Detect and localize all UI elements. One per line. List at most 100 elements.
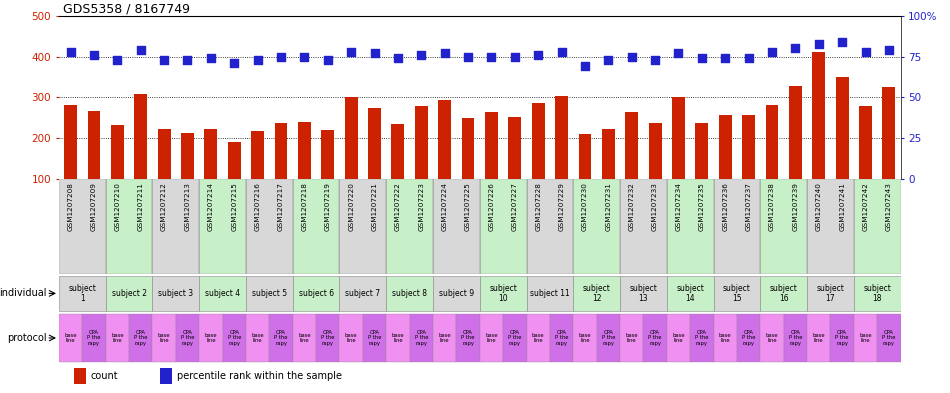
Bar <box>526 179 573 274</box>
Bar <box>339 276 387 311</box>
Bar <box>339 179 387 274</box>
Text: GSM1207240: GSM1207240 <box>816 182 822 231</box>
Bar <box>620 179 667 274</box>
Text: GSM1207242: GSM1207242 <box>863 182 868 231</box>
Point <box>390 55 406 61</box>
Text: base
line: base line <box>532 332 544 343</box>
Bar <box>409 314 433 362</box>
Point <box>250 57 265 63</box>
Bar <box>134 94 147 179</box>
Text: GSM1207230: GSM1207230 <box>582 182 588 231</box>
Bar <box>480 276 526 311</box>
Bar <box>339 314 363 362</box>
Bar <box>836 77 848 179</box>
Bar <box>550 314 573 362</box>
Text: base
line: base line <box>859 332 872 343</box>
Point <box>694 55 710 61</box>
Point <box>484 53 499 60</box>
Text: GSM1207224: GSM1207224 <box>442 182 447 231</box>
Bar <box>433 276 480 311</box>
Text: CPA
P the
rapy: CPA P the rapy <box>368 330 381 346</box>
Bar <box>293 314 316 362</box>
Bar <box>620 314 643 362</box>
Text: GSM1207231: GSM1207231 <box>605 182 612 231</box>
Point <box>578 63 593 70</box>
Bar <box>275 123 288 179</box>
Text: subject
14: subject 14 <box>676 284 704 303</box>
Text: GSM1207220: GSM1207220 <box>348 182 354 231</box>
Text: CPA
P the
rapy: CPA P the rapy <box>835 330 849 346</box>
Text: base
line: base line <box>345 332 357 343</box>
Bar <box>129 314 152 362</box>
Bar <box>433 179 480 274</box>
Bar <box>152 179 200 274</box>
Point <box>624 53 639 60</box>
Text: count: count <box>91 371 119 381</box>
Bar <box>105 276 152 311</box>
Point <box>882 47 897 53</box>
Text: subject 4: subject 4 <box>205 289 240 298</box>
Text: base
line: base line <box>65 332 77 343</box>
Text: GSM1207243: GSM1207243 <box>886 182 892 231</box>
Text: subject
12: subject 12 <box>582 284 611 303</box>
Bar <box>368 108 381 179</box>
Bar <box>830 314 854 362</box>
Bar <box>246 179 293 274</box>
Bar <box>485 112 498 179</box>
Text: base
line: base line <box>719 332 732 343</box>
Text: GSM1207228: GSM1207228 <box>535 182 541 231</box>
Text: GSM1207208: GSM1207208 <box>67 182 73 231</box>
Text: subject
10: subject 10 <box>489 284 517 303</box>
Text: GSM1207226: GSM1207226 <box>488 182 494 231</box>
Bar <box>433 314 456 362</box>
Bar <box>83 314 105 362</box>
Bar <box>345 97 357 179</box>
Text: base
line: base line <box>812 332 826 343</box>
Bar <box>602 129 615 179</box>
Bar <box>859 107 872 179</box>
Bar <box>87 110 101 179</box>
Point <box>180 57 195 63</box>
Bar <box>316 314 339 362</box>
Text: base
line: base line <box>391 332 405 343</box>
Text: CPA
P the
rapy: CPA P the rapy <box>321 330 334 346</box>
Bar <box>808 276 854 311</box>
Text: subject 3: subject 3 <box>159 289 194 298</box>
Text: subject 2: subject 2 <box>111 289 146 298</box>
Bar <box>854 276 901 311</box>
Text: GSM1207215: GSM1207215 <box>231 182 238 231</box>
Bar <box>105 314 129 362</box>
Text: base
line: base line <box>204 332 218 343</box>
Text: base
line: base line <box>485 332 498 343</box>
Text: GDS5358 / 8167749: GDS5358 / 8167749 <box>63 3 190 16</box>
Bar <box>526 276 573 311</box>
Text: base
line: base line <box>158 332 170 343</box>
Point <box>320 57 335 63</box>
Text: base
line: base line <box>252 332 264 343</box>
Text: GSM1207225: GSM1207225 <box>466 182 471 231</box>
Text: base
line: base line <box>625 332 638 343</box>
Text: CPA
P the
rapy: CPA P the rapy <box>134 330 147 346</box>
Bar <box>573 314 597 362</box>
Point <box>671 50 686 57</box>
Bar <box>508 117 522 179</box>
Text: base
line: base line <box>438 332 451 343</box>
Bar <box>387 179 433 274</box>
Text: CPA
P the
rapy: CPA P the rapy <box>227 330 241 346</box>
Bar <box>321 130 334 179</box>
Bar <box>181 133 194 179</box>
Text: GSM1207237: GSM1207237 <box>746 182 751 231</box>
Point <box>788 45 803 51</box>
Text: GSM1207219: GSM1207219 <box>325 182 331 231</box>
Bar <box>158 129 171 179</box>
Bar <box>456 314 480 362</box>
Text: CPA
P the
rapy: CPA P the rapy <box>87 330 101 346</box>
Bar <box>579 134 592 179</box>
Text: GSM1207234: GSM1207234 <box>675 182 681 231</box>
Point <box>203 55 218 61</box>
Point <box>227 60 242 66</box>
Bar <box>854 314 877 362</box>
Bar <box>391 124 405 179</box>
Text: GSM1207209: GSM1207209 <box>91 182 97 231</box>
Text: GSM1207229: GSM1207229 <box>559 182 564 231</box>
